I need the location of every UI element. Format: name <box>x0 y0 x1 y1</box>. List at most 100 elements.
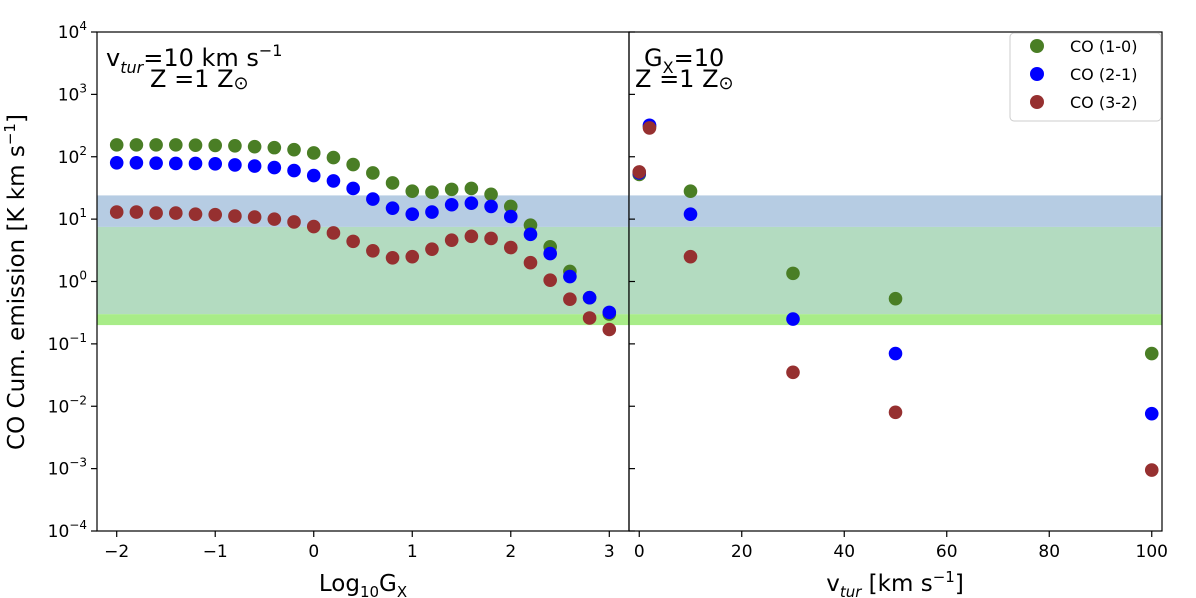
right-x-tick-label-1: 20 <box>731 542 753 562</box>
left-point-co-3-2-4 <box>188 207 203 221</box>
left-point-co-3-2-18 <box>464 229 479 244</box>
left-point-co-3-2-22 <box>543 273 557 287</box>
left-point-co-1-0-1 <box>129 138 144 152</box>
left-point-co-2-1-14 <box>385 201 400 215</box>
left-point-co-3-2-21 <box>523 255 538 270</box>
right-x-tick-label-0: 0 <box>634 542 645 562</box>
left-point-co-1-0-8 <box>267 140 282 155</box>
left-point-co-1-0-16 <box>425 185 439 200</box>
left-point-co-1-0-15 <box>405 184 420 199</box>
left-point-co-2-1-4 <box>188 156 203 171</box>
left-point-co-2-1-20 <box>503 209 518 224</box>
left-point-co-3-2-3 <box>169 206 183 220</box>
y-tick-label-8: 104 <box>58 19 87 43</box>
left-point-co-1-0-7 <box>247 139 262 154</box>
right-point-co-2-1-3 <box>786 312 800 326</box>
legend-label-co-2-1: CO (2-1) <box>1070 65 1137 84</box>
y-tick-label-7: 103 <box>58 81 87 105</box>
left-point-co-3-2-1 <box>129 205 144 219</box>
left-point-co-3-2-15 <box>405 249 420 264</box>
right-point-co-1-0-4 <box>888 291 903 306</box>
left-point-co-3-2-7 <box>247 210 262 224</box>
right-x-tick-label-5: 100 <box>1136 542 1168 562</box>
right-point-co-2-1-4 <box>888 346 903 361</box>
left-point-co-3-2-19 <box>484 231 498 246</box>
right-point-co-2-1-2 <box>683 207 698 221</box>
left-point-co-2-1-18 <box>464 196 479 211</box>
left-point-co-1-0-12 <box>346 157 360 172</box>
right-point-co-3-2-5 <box>1144 463 1159 477</box>
left-point-co-1-0-14 <box>385 176 400 190</box>
y-tick-label-0: 10−4 <box>48 518 87 542</box>
left-point-co-3-2-2 <box>149 206 163 220</box>
right-panel: 0 20 40 60 80 100 GX=10 Z =1 Z⊙ vtur [km s−1]… <box>628 31 1168 598</box>
y-tick-label-5: 101 <box>58 206 87 230</box>
left-point-co-2-1-5 <box>208 157 223 171</box>
right-point-co-3-2-0 <box>632 165 647 179</box>
left-point-co-3-2-14 <box>385 250 400 265</box>
left-point-co-2-1-16 <box>425 205 439 219</box>
left-point-co-3-2-17 <box>444 233 459 247</box>
y-axis-label: CO Cum. emission [K km s−1] <box>1 114 30 450</box>
y-tick-label-3: 10−1 <box>48 331 87 355</box>
left-point-co-3-2-16 <box>425 242 439 256</box>
left-point-co-3-2-24 <box>582 311 597 325</box>
right-point-co-1-0-2 <box>683 184 698 199</box>
left-point-co-1-0-17 <box>444 182 459 197</box>
right-point-co-2-1-5 <box>1144 406 1159 421</box>
left-point-co-1-0-2 <box>149 138 163 152</box>
legend-marker-co-3-2 <box>1030 95 1044 109</box>
left-point-co-3-2-6 <box>228 209 242 223</box>
right-point-co-3-2-1 <box>642 121 657 135</box>
left-x-tick-label-1: −1 <box>203 542 228 562</box>
left-point-co-1-0-0 <box>109 138 124 152</box>
left-point-co-1-0-11 <box>326 150 341 165</box>
left-point-co-1-0-18 <box>464 181 479 196</box>
left-x-tick-label-5: 3 <box>604 542 615 562</box>
left-point-co-1-0-13 <box>366 166 380 180</box>
left-point-co-1-0-4 <box>188 138 203 153</box>
right-x-tick-label-4: 80 <box>1038 542 1060 562</box>
left-point-co-1-0-19 <box>484 187 498 202</box>
right-point-co-1-0-3 <box>786 266 800 281</box>
left-point-co-3-2-25 <box>602 322 617 337</box>
right-point-co-3-2-2 <box>683 249 698 264</box>
left-point-co-2-1-1 <box>129 155 144 170</box>
left-x-tick-label-2: 0 <box>308 542 319 562</box>
left-point-co-2-1-8 <box>267 160 282 175</box>
legend-label-co-1-0: CO (1-0) <box>1070 37 1137 56</box>
y-tick-label-1: 10−3 <box>48 456 87 480</box>
left-point-co-3-2-12 <box>346 234 360 249</box>
left-point-co-2-1-3 <box>169 156 183 171</box>
left-x-axis-label: Log10GX <box>319 571 407 598</box>
left-point-co-2-1-22 <box>543 246 557 261</box>
left-point-co-2-1-7 <box>247 159 262 173</box>
left-point-co-1-0-10 <box>306 146 321 160</box>
left-blue-band <box>97 195 629 227</box>
left-point-co-2-1-21 <box>523 227 538 242</box>
left-point-co-3-2-8 <box>267 212 282 226</box>
left-point-co-1-0-3 <box>169 138 183 152</box>
left-point-co-2-1-15 <box>405 207 420 221</box>
y-tick-label-4: 100 <box>58 269 87 293</box>
left-point-co-2-1-25 <box>602 305 617 320</box>
left-point-co-2-1-19 <box>484 199 498 214</box>
legend-label-co-3-2: CO (3-2) <box>1070 93 1137 112</box>
left-point-co-2-1-13 <box>366 192 380 206</box>
left-point-co-2-1-10 <box>306 168 321 183</box>
left-point-co-3-2-5 <box>208 207 223 222</box>
left-point-co-1-0-9 <box>287 142 301 157</box>
left-point-co-3-2-20 <box>503 240 518 255</box>
right-blue-band <box>629 195 1162 227</box>
left-point-co-2-1-24 <box>582 290 597 305</box>
left-point-co-2-1-12 <box>346 181 360 196</box>
left-annotation-line2: Z =1 Z⊙ <box>150 65 249 94</box>
right-x-tick-label-2: 40 <box>833 542 855 562</box>
left-point-co-2-1-11 <box>326 174 341 188</box>
left-annotation-line1: vtur=10 km s−1 <box>106 41 282 77</box>
left-point-co-3-2-13 <box>366 244 380 258</box>
left-point-co-3-2-9 <box>287 215 301 229</box>
right-point-co-3-2-3 <box>786 365 800 380</box>
right-point-co-3-2-4 <box>888 405 903 420</box>
right-annotation-line2: Z =1 Z⊙ <box>635 65 734 94</box>
